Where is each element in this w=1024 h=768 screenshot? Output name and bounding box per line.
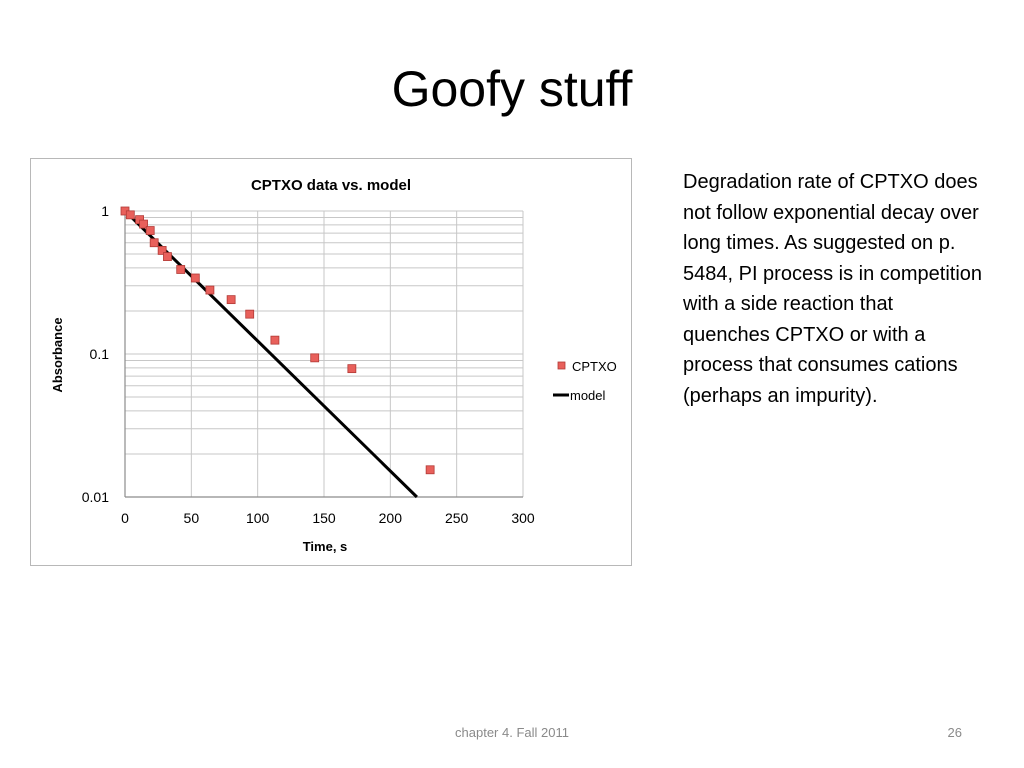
y-tick-label: 0.1: [90, 346, 110, 362]
data-point-cptxo: [176, 265, 186, 274]
y-tick-label: 0.01: [82, 489, 109, 505]
tick-label-layer: 0 50 100 150 200 250 300 1 0.1 0.01: [82, 203, 535, 526]
data-point-cptxo: [245, 309, 255, 319]
series-line-layer: [123, 209, 418, 499]
x-tick-label: 150: [312, 510, 336, 526]
x-tick-label: 100: [246, 510, 270, 526]
data-point-cptxo: [139, 219, 148, 229]
data-point-cptxo: [125, 210, 135, 220]
x-axis-label: Time, s: [303, 539, 348, 554]
data-point-cptxo: [205, 285, 215, 295]
legend-marker-cptxo: [557, 361, 566, 370]
x-tick-label: 0: [121, 510, 129, 526]
x-tick-label: 300: [511, 510, 535, 526]
page-number: 26: [947, 725, 962, 740]
chart-title: CPTXO data vs. model: [251, 177, 411, 194]
data-point-cptxo: [425, 465, 435, 475]
chart-plot: CPTXO data vs. model 0 50 100 150 200 250 300 1…: [50, 177, 617, 554]
data-point-cptxo: [347, 364, 357, 374]
data-point-cptxo: [163, 252, 172, 261]
y-tick-label: 1: [101, 203, 109, 219]
series-line-model: [123, 209, 418, 499]
slide-title: Goofy stuff: [391, 61, 633, 117]
data-point-cptxo: [149, 238, 159, 248]
data-point-cptxo: [226, 295, 236, 305]
x-tick-label: 250: [445, 510, 469, 526]
axis-layer: [124, 209, 523, 498]
legend-label-model: model: [570, 388, 606, 403]
legend: CPTXO model: [553, 359, 617, 403]
legend-label-cptxo: CPTXO: [572, 359, 617, 374]
x-tick-label: 200: [379, 510, 403, 526]
grid-layer: [124, 210, 524, 498]
data-point-cptxo: [190, 273, 200, 283]
y-axis-label: Absorbance: [50, 317, 65, 392]
data-point-cptxo: [145, 226, 155, 235]
data-point-cptxo: [310, 353, 320, 363]
footer-text: chapter 4. Fall 2011: [455, 725, 569, 740]
x-tick-label: 50: [184, 510, 200, 526]
chart-frame: CPTXO data vs. model 0 50 100 150 200 250 300 1…: [30, 158, 632, 566]
data-point-cptxo: [157, 246, 167, 255]
body-text: Degradation rate of CPTXO does not follo…: [683, 171, 983, 407]
data-point-cptxo: [270, 335, 280, 345]
series-point-layer: [120, 206, 435, 475]
